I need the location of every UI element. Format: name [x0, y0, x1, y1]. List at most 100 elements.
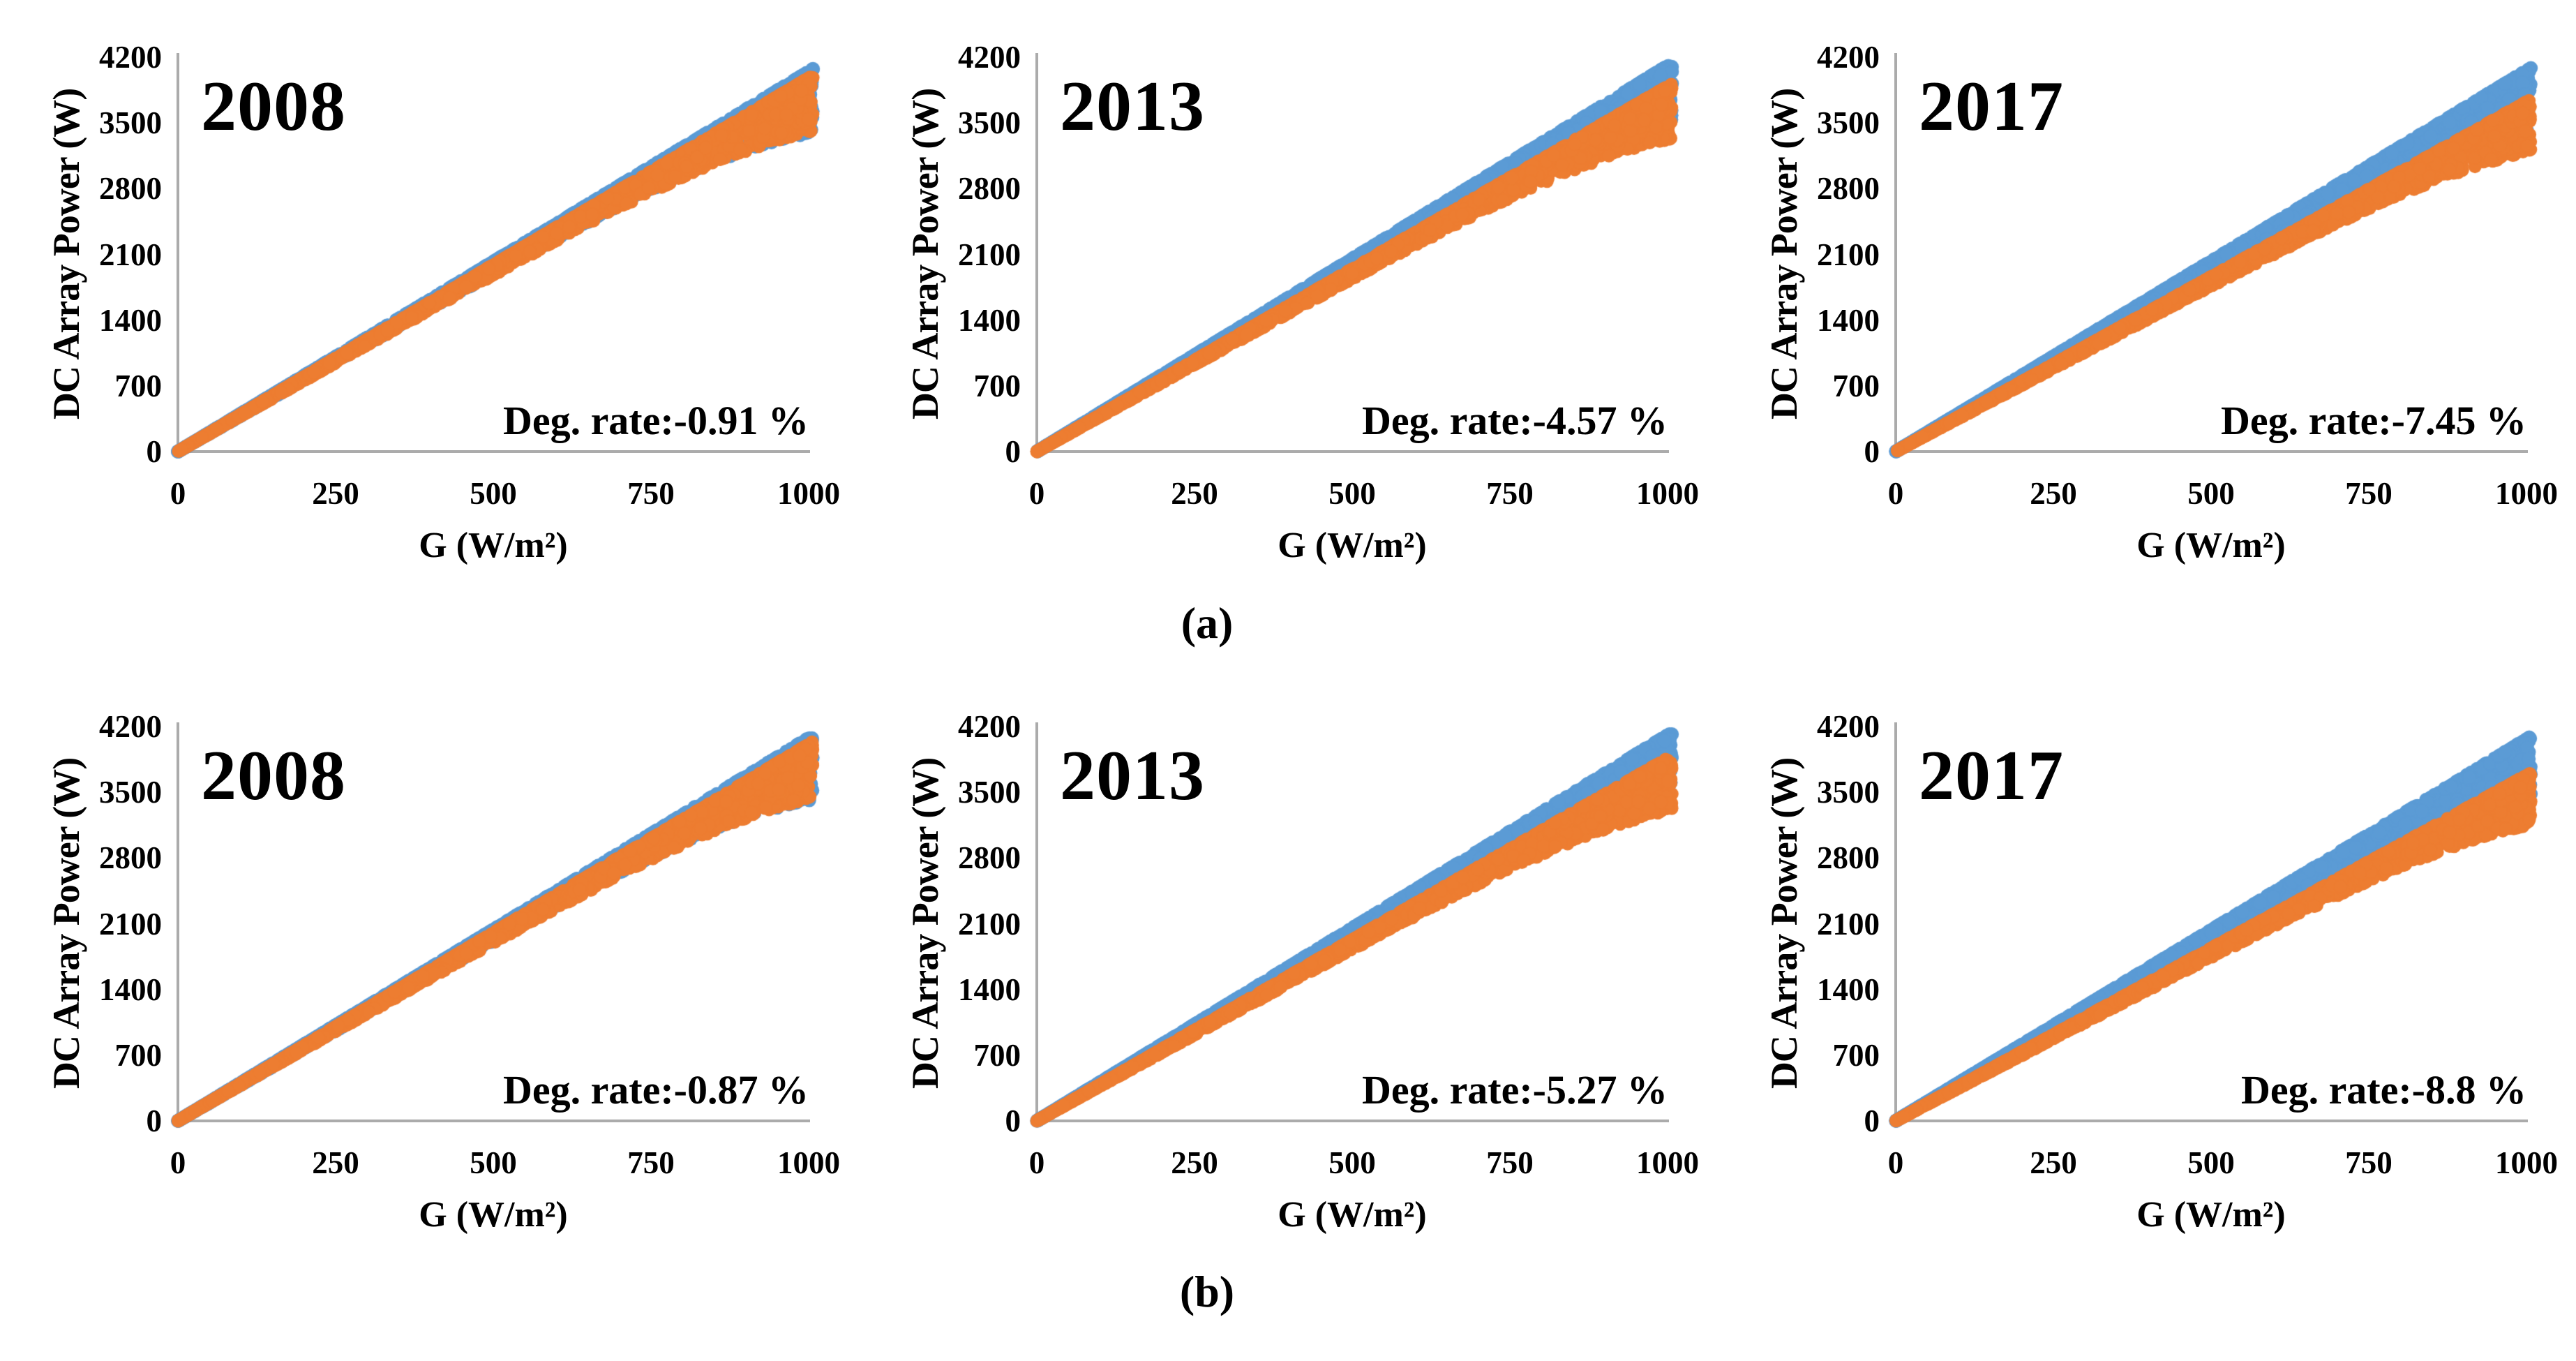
chart-b-2008: DC Array Power (W) 0 700 1400 2100 2800 3500 4… [0, 669, 858, 1263]
x-tick-label: 250 [2030, 476, 2077, 511]
y-tick-label: 3500 [99, 105, 162, 141]
y-tick-label: 2100 [99, 237, 162, 272]
x-tick-label: 0 [1028, 476, 1045, 511]
chart-year-title: 2008 [201, 67, 346, 146]
x-tick-label: 250 [312, 476, 359, 511]
y-tick-label: 700 [114, 1037, 163, 1073]
x-tick-label: 500 [470, 476, 517, 511]
chart-a-2008: DC Array Power (W) 0 700 1400 2100 2800 3500 4… [0, 0, 858, 593]
chart-year-title: 2017 [1919, 67, 2064, 146]
chart-year-title: 2017 [1919, 736, 2064, 815]
scatter-points-canvas [1885, 42, 2548, 475]
degradation-rate-annotation: Deg. rate:-0.87 % [502, 1067, 809, 1113]
degradation-rate-annotation: Deg. rate:-0.91 % [502, 398, 809, 443]
y-tick-label: 4200 [99, 709, 162, 744]
x-tick-label: 250 [1171, 1145, 1218, 1180]
chart-b-2017: DC Array Power (W) 0 700 1400 2100 2800 3500 4… [1718, 669, 2576, 1263]
scatter-points-canvas [1026, 42, 1689, 475]
x-tick-label: 0 [1887, 476, 1904, 511]
y-tick-label: 2800 [958, 840, 1021, 876]
y-tick-label: 1400 [99, 972, 162, 1007]
y-tick-label: 1400 [1817, 302, 1880, 338]
chart-b-2013: DC Array Power (W) 0 700 1400 2100 2800 3500 4… [859, 669, 1717, 1263]
chart-year-title: 2008 [201, 736, 346, 815]
x-axis-title: G (W/m²) [419, 526, 568, 565]
x-tick-label: 1000 [1636, 1145, 1699, 1180]
y-tick-label: 700 [114, 368, 163, 403]
x-axis-title: G (W/m²) [419, 1195, 568, 1235]
x-tick-label: 750 [2345, 1145, 2392, 1180]
degradation-rate-annotation: Deg. rate:-5.27 % [1361, 1067, 1668, 1113]
y-tick-label: 4200 [1817, 709, 1880, 744]
scatter-points-canvas [1026, 711, 1689, 1144]
y-tick-label: 2800 [1817, 171, 1880, 207]
x-tick-label: 1000 [1636, 476, 1699, 511]
y-tick-label: 1400 [958, 302, 1021, 338]
degradation-rate-annotation: Deg. rate:-4.57 % [1361, 398, 1668, 443]
chart-year-title: 2013 [1060, 67, 1205, 146]
y-tick-label: 3500 [958, 775, 1021, 810]
scatter-points-canvas [167, 711, 830, 1144]
y-tick-label: 2100 [99, 906, 162, 942]
x-tick-label: 0 [1887, 1145, 1904, 1180]
y-tick-label: 0 [146, 1103, 163, 1138]
x-tick-label: 250 [1171, 476, 1218, 511]
x-tick-label: 500 [2187, 476, 2235, 511]
y-tick-label: 4200 [99, 40, 162, 75]
y-tick-label: 3500 [99, 775, 162, 810]
x-axis-title: G (W/m²) [2136, 1195, 2286, 1235]
x-tick-label: 1000 [777, 476, 840, 511]
y-tick-label: 2100 [958, 906, 1021, 942]
y-tick-label: 1400 [958, 972, 1021, 1007]
y-tick-label: 1400 [99, 302, 162, 338]
y-tick-label: 2100 [958, 237, 1021, 272]
x-tick-label: 750 [627, 1145, 675, 1180]
scatter-points-canvas [1885, 711, 2548, 1144]
x-tick-label: 500 [1328, 476, 1376, 511]
x-tick-label: 0 [170, 476, 186, 511]
y-tick-label: 1400 [1817, 972, 1880, 1007]
y-tick-label: 700 [973, 368, 1021, 403]
x-tick-label: 1000 [2495, 1145, 2558, 1180]
degradation-rate-annotation: Deg. rate:-8.8 % [2240, 1067, 2526, 1113]
y-tick-label: 2800 [99, 840, 162, 876]
x-tick-label: 750 [2345, 476, 2392, 511]
y-tick-label: 2800 [99, 171, 162, 207]
x-axis-title: G (W/m²) [1278, 1195, 1427, 1235]
y-tick-label: 0 [1005, 1103, 1021, 1138]
x-tick-label: 0 [1028, 1145, 1045, 1180]
x-tick-label: 750 [1486, 1145, 1534, 1180]
y-tick-label: 2100 [1817, 237, 1880, 272]
scatter-points-canvas [167, 42, 830, 475]
y-tick-label: 3500 [1817, 105, 1880, 141]
y-tick-label: 700 [1832, 368, 1880, 403]
y-tick-label: 2100 [1817, 906, 1880, 942]
panel-b-caption: (b) [1179, 1267, 1235, 1316]
y-tick-label: 3500 [1817, 775, 1880, 810]
y-tick-label: 0 [1864, 1103, 1880, 1138]
y-tick-label: 0 [1864, 434, 1880, 469]
y-tick-label: 2800 [958, 171, 1021, 207]
x-tick-label: 500 [470, 1145, 517, 1180]
y-tick-label: 0 [146, 434, 163, 469]
x-axis-title: G (W/m²) [1278, 526, 1427, 565]
y-tick-label: 700 [973, 1037, 1021, 1073]
chart-a-2017: DC Array Power (W) 0 700 1400 2100 2800 3500 4… [1718, 0, 2576, 593]
x-tick-label: 500 [2187, 1145, 2235, 1180]
chart-a-2013: DC Array Power (W) 0 700 1400 2100 2800 3500 4… [859, 0, 1717, 593]
y-tick-label: 4200 [958, 40, 1021, 75]
x-tick-label: 500 [1328, 1145, 1376, 1180]
chart-year-title: 2013 [1060, 736, 1205, 815]
x-tick-label: 250 [2030, 1145, 2077, 1180]
y-tick-label: 3500 [958, 105, 1021, 141]
x-tick-label: 1000 [777, 1145, 840, 1180]
x-tick-label: 0 [170, 1145, 186, 1180]
y-tick-label: 4200 [958, 709, 1021, 744]
x-tick-label: 750 [1486, 476, 1534, 511]
degradation-rate-annotation: Deg. rate:-7.45 % [2220, 398, 2526, 443]
x-tick-label: 1000 [2495, 476, 2558, 511]
x-tick-label: 750 [627, 476, 675, 511]
y-tick-label: 700 [1832, 1037, 1880, 1073]
y-tick-label: 2800 [1817, 840, 1880, 876]
